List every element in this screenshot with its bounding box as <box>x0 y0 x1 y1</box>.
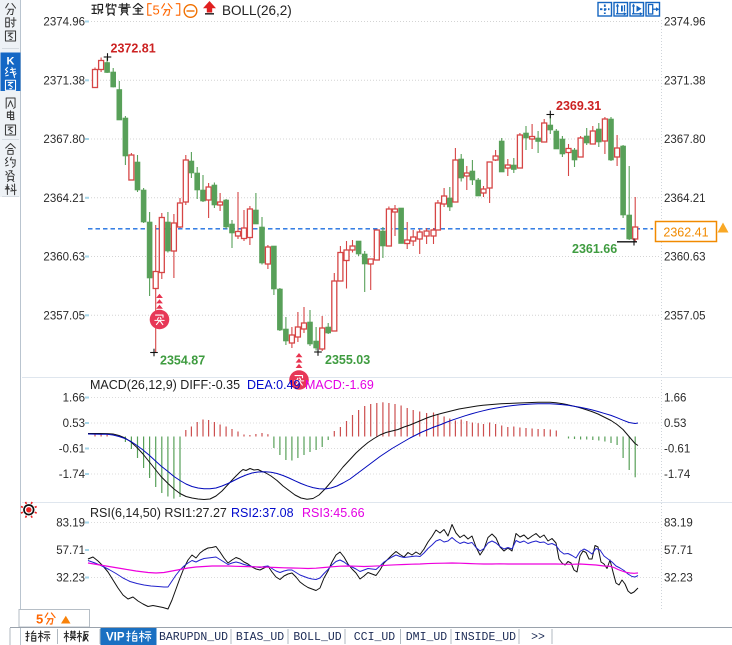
svg-text:MACD(26,12,9) DIFF:-0.35: MACD(26,12,9) DIFF:-0.35 <box>90 378 240 392</box>
svg-text:57.71: 57.71 <box>664 545 693 557</box>
svg-text:2364.21: 2364.21 <box>43 193 85 205</box>
svg-text:MACD:-1.69: MACD:-1.69 <box>305 378 374 392</box>
svg-text:1.66: 1.66 <box>664 393 686 405</box>
svg-text:2374.96: 2374.96 <box>43 17 85 29</box>
svg-text:RSI3:45.66: RSI3:45.66 <box>302 506 365 520</box>
svg-text:2371.38: 2371.38 <box>43 76 85 88</box>
svg-text:RSI2:37.08: RSI2:37.08 <box>231 506 294 520</box>
svg-text:2360.63: 2360.63 <box>43 252 85 264</box>
svg-text:2362.41: 2362.41 <box>663 226 708 240</box>
svg-text:CCI_UD: CCI_UD <box>354 631 396 644</box>
svg-text:0.53: 0.53 <box>63 418 85 430</box>
svg-text:DMI_UD: DMI_UD <box>406 631 448 644</box>
svg-text:1.66: 1.66 <box>63 393 85 405</box>
svg-text:-0.61: -0.61 <box>59 444 85 456</box>
svg-text:K: K <box>7 56 15 68</box>
svg-text:2361.66: 2361.66 <box>572 242 617 256</box>
svg-text:2372.81: 2372.81 <box>111 42 156 56</box>
svg-text:2357.05: 2357.05 <box>43 311 85 323</box>
svg-text:32.23: 32.23 <box>664 573 693 585</box>
svg-text:83.19: 83.19 <box>664 518 693 530</box>
svg-text:-1.74: -1.74 <box>59 469 86 481</box>
svg-text:5: 5 <box>153 3 160 18</box>
svg-text:VIP: VIP <box>106 632 125 644</box>
svg-text:2374.96: 2374.96 <box>664 17 706 29</box>
svg-text:32.23: 32.23 <box>56 573 85 585</box>
svg-text:57.71: 57.71 <box>56 545 85 557</box>
svg-text:BOLL_UD: BOLL_UD <box>293 631 341 644</box>
svg-text:-0.61: -0.61 <box>664 444 690 456</box>
svg-text:83.19: 83.19 <box>56 518 85 530</box>
svg-text:2354.87: 2354.87 <box>160 354 205 368</box>
svg-text:-1.74: -1.74 <box>664 469 691 481</box>
svg-text:BARUPDN_UD: BARUPDN_UD <box>159 631 228 644</box>
svg-text:BIAS_UD: BIAS_UD <box>236 631 284 644</box>
svg-text:DEA:0.49: DEA:0.49 <box>247 378 301 392</box>
svg-text:2360.63: 2360.63 <box>664 252 706 264</box>
svg-text:2367.80: 2367.80 <box>664 134 706 146</box>
svg-text:INSIDE_UD: INSIDE_UD <box>454 631 516 644</box>
svg-text:>>: >> <box>531 631 545 644</box>
svg-text:BOLL(26,2): BOLL(26,2) <box>222 3 292 18</box>
svg-text:2357.05: 2357.05 <box>664 311 706 323</box>
svg-text:2371.38: 2371.38 <box>664 76 706 88</box>
svg-text:RSI(6,14,50) RSI1:27.27: RSI(6,14,50) RSI1:27.27 <box>90 506 227 520</box>
svg-text:0.53: 0.53 <box>664 418 686 430</box>
svg-text:5: 5 <box>36 612 43 627</box>
svg-text:2364.21: 2364.21 <box>664 193 706 205</box>
svg-text:2367.80: 2367.80 <box>43 134 85 146</box>
svg-text:2355.03: 2355.03 <box>325 353 370 367</box>
svg-text:2369.31: 2369.31 <box>556 99 601 113</box>
